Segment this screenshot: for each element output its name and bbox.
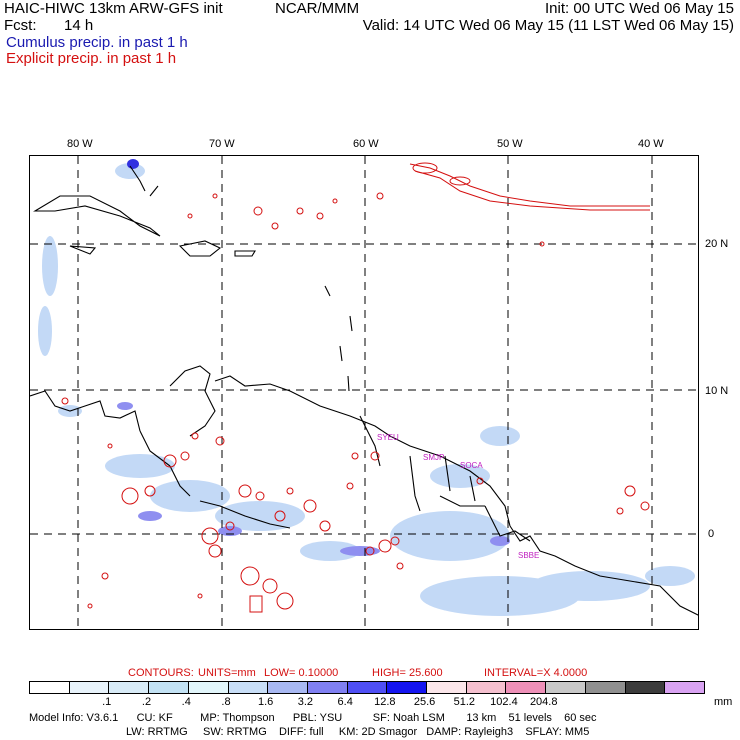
colorbar-tick-label: 51.2 [453, 696, 476, 708]
lon-label-40w: 40 W [638, 138, 664, 150]
contours-label: CONTOURS: [128, 667, 194, 679]
colorbar-tick-label: .1 [102, 696, 112, 708]
colorbar-segment [347, 682, 388, 693]
lon-label-70w: 70 W [209, 138, 235, 150]
colorbar-tick-label: 25.6 [413, 696, 436, 708]
colorbar-segment [665, 682, 704, 693]
colorbar-segment [268, 682, 308, 693]
station-sbbe: SBBE [518, 551, 540, 560]
colorbar-segment [307, 682, 348, 693]
colorbar-segment [427, 682, 467, 693]
chart-title: HAIC-HIWC 13km ARW-GFS init [4, 0, 223, 17]
map-gridlines [30, 156, 698, 629]
colorbar-tick-label: 12.8 [374, 696, 396, 708]
station-syeu: SYEU [377, 433, 399, 442]
colorbar-tick-label: .8 [221, 696, 231, 708]
forecast-hour: 14 h [64, 17, 94, 34]
model-info-line-2: LW: RRTMG SW: RRTMG DIFF: full KM: 2D Sm… [126, 726, 590, 738]
colorbar-segment [387, 682, 428, 693]
lon-label-60w: 60 W [353, 138, 379, 150]
colorbar-tick-label: 3.2 [297, 696, 314, 708]
contours-high: HIGH= 25.600 [372, 667, 443, 679]
colorbar-segment [546, 682, 586, 693]
lon-label-50w: 50 W [497, 138, 523, 150]
colorbar-tick-label: 204.8 [529, 696, 558, 708]
station-smjp: SMJP [423, 453, 445, 462]
precip-colorbar [29, 681, 705, 694]
forecast-label: Fcst: [4, 17, 37, 34]
colorbar-segment [69, 682, 110, 693]
cumulus-precip-layer [38, 163, 695, 616]
lat-label-20n: 20 N [705, 238, 729, 250]
cumulus-precip-strong [117, 159, 510, 556]
colorbar-segment [585, 682, 626, 693]
colorbar-segment [188, 682, 229, 693]
explicit-precip-contours [61, 162, 650, 613]
legend-explicit-precip: Explicit precip. in past 1 h [6, 50, 177, 67]
model-info-line-1: Model Info: V3.6.1 CU: KF MP: Thompson P… [29, 712, 597, 724]
init-time: Init: 00 UTC Wed 06 May 15 [545, 0, 734, 17]
contours-units: UNITS=mm [198, 667, 256, 679]
lat-label-10n: 10 N [705, 385, 729, 397]
coastlines [30, 165, 698, 616]
colorbar-segment [149, 682, 189, 693]
lat-label-0: 0 [708, 528, 715, 540]
colorbar-tick-label: .4 [181, 696, 191, 708]
map-canvas [30, 156, 698, 629]
contours-low: LOW= 0.10000 [264, 667, 339, 679]
valid-time: Valid: 14 UTC Wed 06 May 15 (11 LST Wed … [362, 17, 734, 34]
contours-interval: INTERVAL=X 4.0000 [484, 667, 588, 679]
colorbar-unit: mm [714, 696, 733, 708]
lon-label-80w: 80 W [67, 138, 93, 150]
colorbar-segment [228, 682, 269, 693]
station-soca: SOCA [460, 461, 483, 470]
colorbar-tick-label: .2 [141, 696, 152, 708]
colorbar-tick-label: 102.4 [490, 696, 518, 708]
organization-label: NCAR/MMM [275, 0, 360, 17]
colorbar-segment [109, 682, 150, 693]
colorbar-tick-label: 6.4 [337, 696, 353, 708]
colorbar-segment [625, 682, 666, 693]
colorbar-segment [30, 682, 70, 693]
colorbar-tick-label: 1.6 [257, 696, 274, 708]
colorbar-segment [466, 682, 507, 693]
legend-cumulus-precip: Cumulus precip. in past 1 h [6, 34, 188, 51]
colorbar-segment [506, 682, 547, 693]
precipitation-map: SYEU SMJP SOCA SBBE [29, 155, 699, 630]
